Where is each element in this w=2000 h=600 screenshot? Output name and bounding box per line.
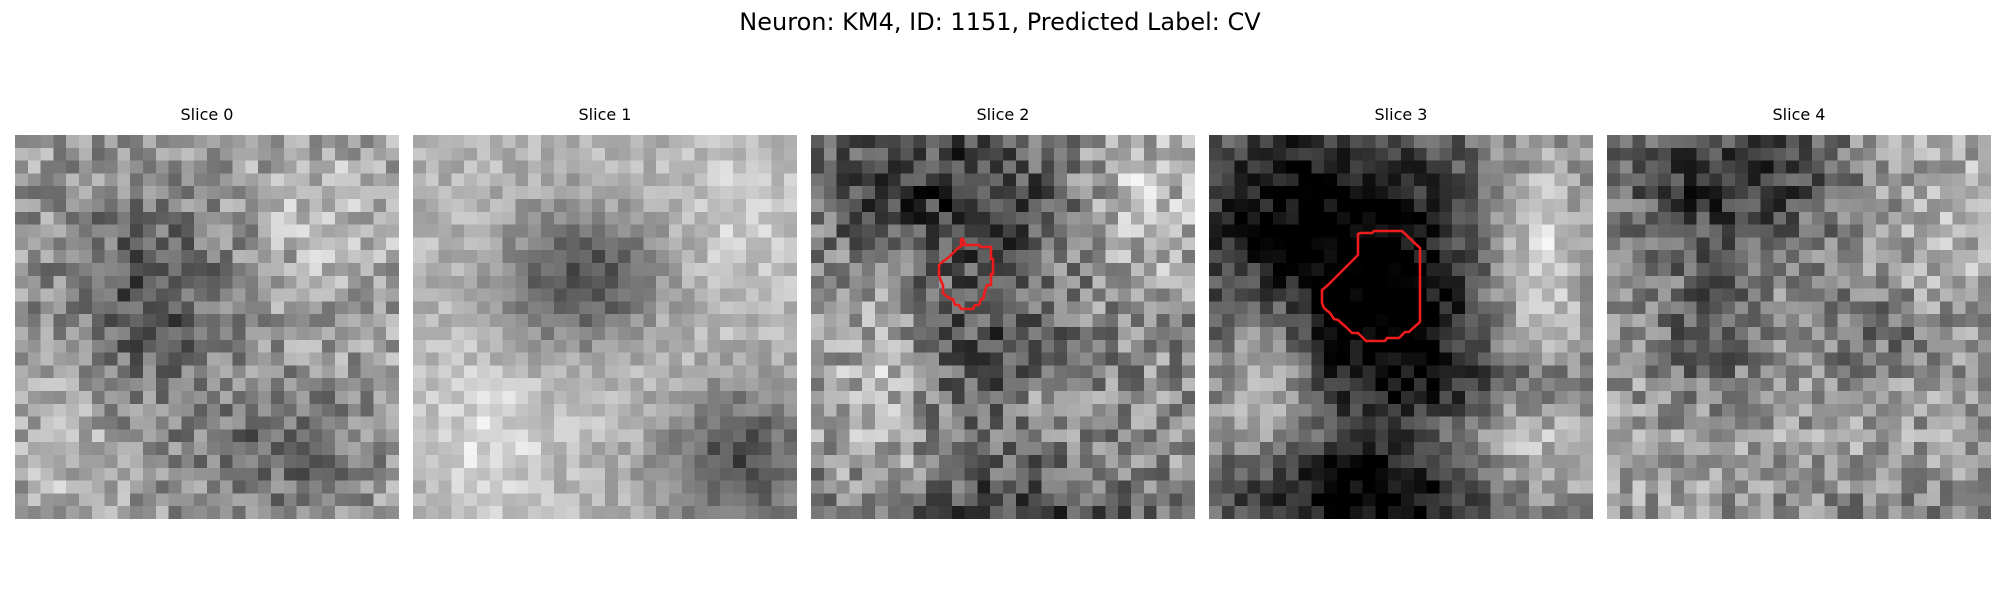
slice-panel-1: Slice 1 [413, 105, 797, 519]
figure-title: Neuron: KM4, ID: 1151, Predicted Label: … [739, 8, 1261, 36]
slice-image-2 [811, 135, 1195, 519]
slice-title-4: Slice 4 [1772, 105, 1826, 124]
slice-title-1: Slice 1 [578, 105, 632, 124]
slice-panel-3: Slice 3 [1209, 105, 1593, 519]
slice-image-1 [413, 135, 797, 519]
slice-image-3 [1209, 135, 1593, 519]
slice-image-0 [15, 135, 399, 519]
slice-panel-0: Slice 0 [15, 105, 399, 519]
slice-title-2: Slice 2 [976, 105, 1030, 124]
slice-title-3: Slice 3 [1374, 105, 1428, 124]
slice-title-0: Slice 0 [180, 105, 234, 124]
slice-panel-4: Slice 4 [1607, 105, 1991, 519]
slice-panel-2: Slice 2 [811, 105, 1195, 519]
slice-image-4 [1607, 135, 1991, 519]
